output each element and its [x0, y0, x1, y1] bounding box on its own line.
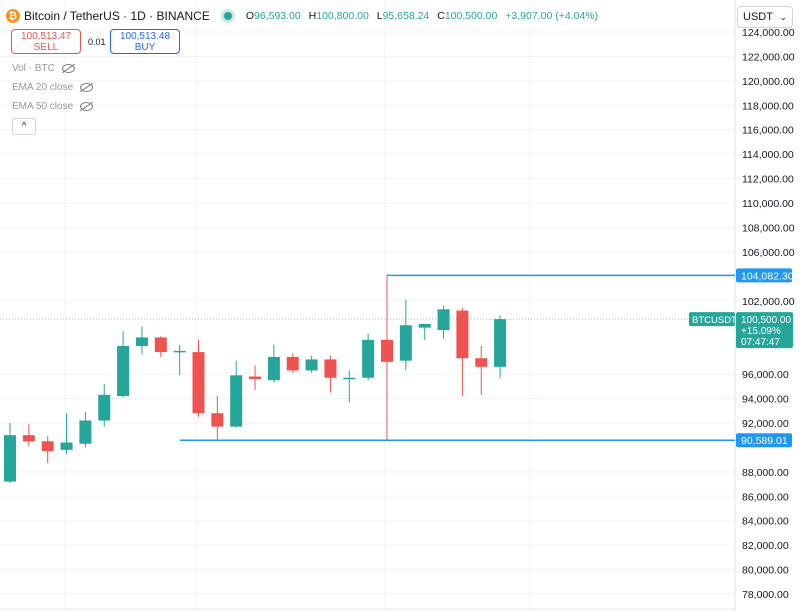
- candle-body: [41, 441, 54, 452]
- y-tick-label: 120,000.00: [742, 76, 795, 88]
- y-tick-label: 94,000.00: [742, 394, 789, 406]
- hline-price-label: 104,082.30: [741, 270, 794, 282]
- candle-body: [98, 394, 111, 421]
- legend-ema50[interactable]: EMA 50 close: [12, 101, 94, 112]
- legend-volume-label: Vol · BTC: [12, 63, 55, 74]
- candle-countdown: 07:47:47: [741, 337, 780, 348]
- candle-body: [437, 309, 450, 331]
- candle-body: [381, 339, 393, 362]
- y-tick-label: 124,000.00: [742, 27, 795, 39]
- sell-button[interactable]: 100,513.47 SELL: [11, 29, 81, 54]
- y-tick-label: 116,000.00: [742, 125, 794, 137]
- candle-body: [305, 359, 318, 371]
- y-tick-label: 118,000.00: [742, 100, 794, 112]
- symbol-label-bg: [689, 312, 735, 327]
- candle-body: [4, 435, 16, 482]
- eye-crossed-icon[interactable]: [61, 64, 75, 73]
- sell-label: SELL: [33, 42, 59, 53]
- open-value: 96,593.00: [254, 10, 301, 22]
- y-tick-label: 84,000.00: [742, 516, 789, 528]
- legend-ema20[interactable]: EMA 20 close: [12, 82, 94, 93]
- candle-body: [418, 323, 431, 328]
- candle-body: [456, 310, 469, 359]
- y-tick-label: 112,000.00: [742, 174, 794, 186]
- candle-body: [399, 325, 412, 361]
- y-tick-label: 110,000.00: [742, 198, 794, 210]
- candle-body: [324, 359, 337, 378]
- bitcoin-logo-icon: ₿: [6, 9, 20, 23]
- y-tick-label: 88,000.00: [742, 467, 789, 479]
- sell-price: 100,513.47: [20, 31, 72, 42]
- legend-ema20-label: EMA 20 close: [12, 82, 74, 93]
- hline-price-label-bg: [736, 268, 792, 283]
- candle-body: [192, 352, 205, 414]
- change-value: +3,907.00 (+4.04%): [505, 10, 599, 22]
- y-tick-label: 80,000.00: [742, 565, 789, 577]
- current-price-change: +15.09%: [741, 326, 781, 337]
- high-value: 100,800.00: [316, 10, 369, 22]
- candle-body: [173, 350, 186, 353]
- currency-select[interactable]: USDT ⌄: [737, 6, 793, 28]
- high-label: H: [308, 10, 317, 22]
- buy-button[interactable]: 100,513.48 BUY: [110, 29, 180, 54]
- symbol-title[interactable]: Bitcoin / TetherUS · 1D · BINANCE: [24, 9, 210, 23]
- hline-price-label-bg: [736, 433, 792, 448]
- candle-body: [60, 442, 73, 450]
- y-tick-label: 78,000.00: [742, 589, 789, 601]
- candle-body: [79, 420, 92, 444]
- current-price-label-bg: [736, 312, 793, 349]
- candle-body: [22, 435, 35, 442]
- candle-body: [135, 337, 148, 346]
- y-tick-label: 106,000.00: [742, 247, 795, 259]
- candle-body: [154, 337, 167, 353]
- y-tick-label: 82,000.00: [742, 540, 789, 552]
- symbol-label: BTCUSDT: [692, 315, 737, 326]
- currency-value: USDT: [743, 11, 773, 23]
- y-tick-label: 92,000.00: [742, 418, 789, 430]
- spread-value: 0.01: [88, 37, 106, 47]
- chevron-down-icon: ⌄: [779, 12, 787, 22]
- eye-crossed-icon[interactable]: [80, 83, 94, 92]
- hline-price-label: 90,589.01: [741, 435, 788, 447]
- y-tick-label: 86,000.00: [742, 491, 789, 503]
- candle-body: [286, 356, 299, 371]
- y-tick-label: 102,000.00: [742, 296, 795, 308]
- y-tick-label: 122,000.00: [742, 51, 795, 63]
- legend-ema50-label: EMA 50 close: [12, 101, 74, 112]
- chart-header: ₿ Bitcoin / TetherUS · 1D · BINANCE O96,…: [6, 6, 603, 26]
- y-tick-label: 114,000.00: [742, 149, 794, 161]
- legend-volume[interactable]: Vol · BTC: [12, 63, 75, 74]
- close-label: C: [437, 10, 445, 22]
- chevron-up-icon: ^: [21, 121, 27, 132]
- current-price-value: 100,500.00: [741, 315, 791, 326]
- candles: [4, 275, 507, 483]
- eye-crossed-icon[interactable]: [80, 102, 94, 111]
- candle-body: [117, 345, 130, 397]
- ohlc-values: O96,593.00 H100,800.00 L95,658.24 C100,5…: [246, 10, 603, 22]
- open-label: O: [245, 10, 255, 22]
- low-value: 95,658.24: [382, 10, 430, 22]
- candle-body: [362, 339, 375, 378]
- market-open-dot-icon: [223, 12, 232, 20]
- low-label: L: [376, 10, 383, 22]
- grid: [0, 0, 735, 611]
- candle-body: [494, 319, 507, 367]
- close-value: 100,500.00: [444, 10, 498, 22]
- candle-body: [475, 358, 488, 367]
- candle-body: [211, 413, 224, 427]
- candle-body: [267, 356, 280, 381]
- candle-body: [343, 377, 356, 380]
- candle-body: [230, 375, 243, 427]
- collapse-legend-button[interactable]: ^: [12, 118, 36, 135]
- y-tick-label: 96,000.00: [742, 369, 789, 381]
- buy-label: BUY: [134, 42, 156, 53]
- buy-price: 100,513.48: [119, 31, 171, 42]
- candle-body: [249, 376, 262, 379]
- y-tick-label: 108,000.00: [742, 222, 795, 234]
